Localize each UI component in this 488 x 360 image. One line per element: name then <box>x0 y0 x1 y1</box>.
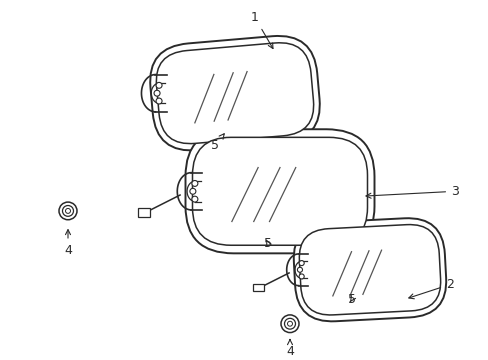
Ellipse shape <box>156 98 162 104</box>
Ellipse shape <box>299 274 304 279</box>
FancyBboxPatch shape <box>185 129 374 253</box>
FancyBboxPatch shape <box>293 218 446 321</box>
Ellipse shape <box>297 267 302 272</box>
Text: 5: 5 <box>347 293 355 306</box>
Text: 1: 1 <box>250 11 272 49</box>
Text: 2: 2 <box>408 278 453 299</box>
Ellipse shape <box>191 180 198 186</box>
Ellipse shape <box>281 315 298 333</box>
Bar <box>138 208 150 217</box>
Text: 5: 5 <box>210 134 224 152</box>
Text: 4: 4 <box>64 230 72 257</box>
Text: 3: 3 <box>365 185 458 198</box>
Ellipse shape <box>189 188 196 194</box>
FancyBboxPatch shape <box>299 225 440 315</box>
Ellipse shape <box>154 90 160 96</box>
FancyBboxPatch shape <box>192 138 367 245</box>
Text: 4: 4 <box>285 339 293 358</box>
FancyBboxPatch shape <box>150 36 319 150</box>
Ellipse shape <box>191 196 198 202</box>
Ellipse shape <box>299 261 304 266</box>
Ellipse shape <box>59 202 77 220</box>
Bar <box>253 284 263 291</box>
Ellipse shape <box>156 82 162 88</box>
Text: 5: 5 <box>264 237 271 250</box>
FancyBboxPatch shape <box>156 43 313 144</box>
